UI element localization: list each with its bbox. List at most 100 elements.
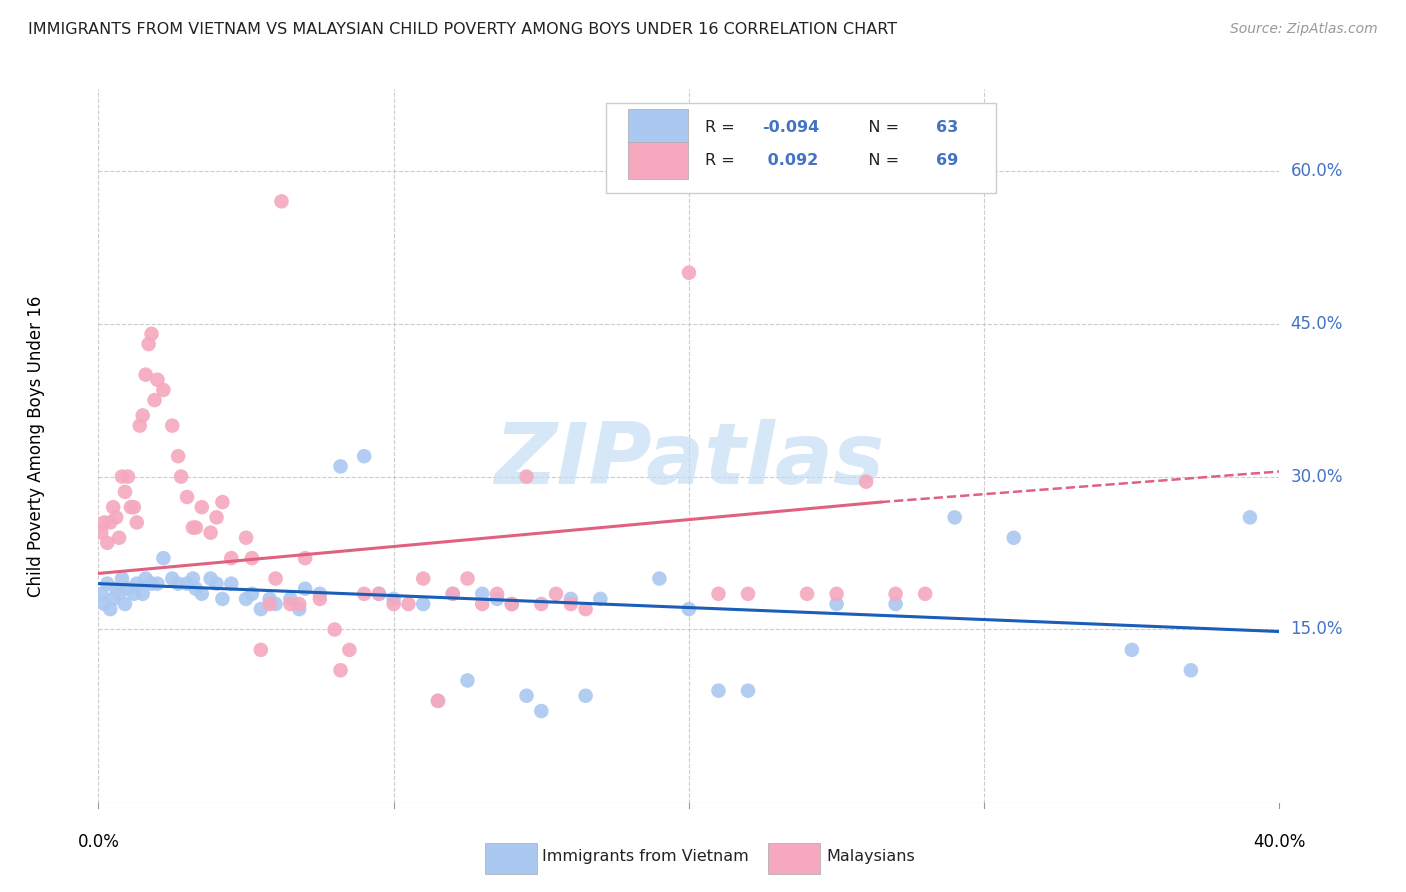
FancyBboxPatch shape — [485, 843, 537, 874]
Point — [117, 469, 139, 483]
Point — [205, 576, 228, 591]
Point — [90, 525, 112, 540]
Point — [323, 623, 346, 637]
Point — [259, 591, 281, 606]
Point — [259, 597, 281, 611]
Point — [105, 582, 128, 596]
Point — [176, 490, 198, 504]
Point — [111, 572, 134, 586]
Point — [122, 500, 145, 515]
Point — [162, 572, 183, 586]
Point — [294, 582, 316, 596]
Point — [412, 572, 434, 586]
Point — [589, 591, 612, 606]
Point — [108, 587, 131, 601]
Point — [353, 587, 375, 601]
Point — [191, 587, 214, 601]
Text: 0.092: 0.092 — [762, 153, 818, 168]
Text: Malaysians: Malaysians — [825, 849, 915, 863]
Text: ZIPatlas: ZIPatlas — [494, 418, 884, 502]
Point — [240, 587, 263, 601]
Point — [211, 591, 233, 606]
Point — [176, 576, 198, 591]
Point — [117, 582, 139, 596]
Point — [471, 587, 494, 601]
Text: Child Poverty Among Boys Under 16: Child Poverty Among Boys Under 16 — [27, 295, 45, 597]
Point — [737, 683, 759, 698]
Point — [191, 500, 214, 515]
Point — [108, 531, 131, 545]
Point — [184, 520, 207, 534]
Point — [353, 449, 375, 463]
Text: Immigrants from Vietnam: Immigrants from Vietnam — [543, 849, 749, 863]
Point — [138, 337, 160, 351]
FancyBboxPatch shape — [627, 143, 688, 178]
Text: 69: 69 — [936, 153, 957, 168]
Text: IMMIGRANTS FROM VIETNAM VS MALAYSIAN CHILD POVERTY AMONG BOYS UNDER 16 CORRELATI: IMMIGRANTS FROM VIETNAM VS MALAYSIAN CHI… — [28, 22, 897, 37]
Point — [329, 663, 352, 677]
Point — [825, 597, 848, 611]
Point — [170, 469, 193, 483]
Point — [93, 516, 115, 530]
Text: 40.0%: 40.0% — [1253, 833, 1306, 851]
Point — [200, 525, 222, 540]
Point — [264, 572, 287, 586]
Point — [412, 597, 434, 611]
Point — [135, 572, 157, 586]
Text: 0.0%: 0.0% — [77, 833, 120, 851]
Point — [825, 587, 848, 601]
FancyBboxPatch shape — [627, 109, 688, 145]
Text: 15.0%: 15.0% — [1291, 621, 1343, 639]
Point — [396, 597, 419, 611]
Point — [120, 500, 142, 515]
Point — [678, 266, 700, 280]
Text: R =: R = — [706, 120, 741, 135]
Point — [574, 689, 596, 703]
Point — [309, 591, 332, 606]
Point — [184, 582, 207, 596]
Point — [219, 551, 242, 566]
Point — [456, 572, 478, 586]
Point — [103, 500, 125, 515]
Point — [96, 576, 118, 591]
Point — [250, 643, 273, 657]
Point — [914, 587, 936, 601]
Point — [884, 597, 907, 611]
Point — [219, 576, 242, 591]
Point — [427, 694, 450, 708]
Point — [250, 602, 273, 616]
Point — [1121, 643, 1143, 657]
Point — [111, 469, 134, 483]
Point — [288, 597, 311, 611]
Point — [1002, 531, 1025, 545]
Point — [146, 576, 169, 591]
Point — [235, 591, 257, 606]
Point — [125, 576, 148, 591]
Point — [96, 536, 118, 550]
Point — [530, 704, 553, 718]
Point — [152, 383, 174, 397]
Text: 60.0%: 60.0% — [1291, 161, 1343, 180]
Point — [98, 602, 121, 616]
Point — [141, 326, 163, 341]
Point — [515, 469, 537, 483]
Point — [264, 597, 287, 611]
Point — [329, 459, 352, 474]
Point — [855, 475, 877, 489]
Point — [288, 602, 311, 616]
Point — [240, 551, 263, 566]
Point — [544, 587, 567, 601]
Point — [181, 520, 204, 534]
Point — [678, 602, 700, 616]
Point — [515, 689, 537, 703]
Point — [200, 572, 222, 586]
Point — [211, 495, 233, 509]
Point — [501, 597, 523, 611]
Point — [737, 587, 759, 601]
Point — [167, 449, 190, 463]
Text: N =: N = — [853, 120, 904, 135]
Point — [103, 591, 125, 606]
Text: -0.094: -0.094 — [762, 120, 820, 135]
Point — [167, 576, 190, 591]
Text: R =: R = — [706, 153, 741, 168]
